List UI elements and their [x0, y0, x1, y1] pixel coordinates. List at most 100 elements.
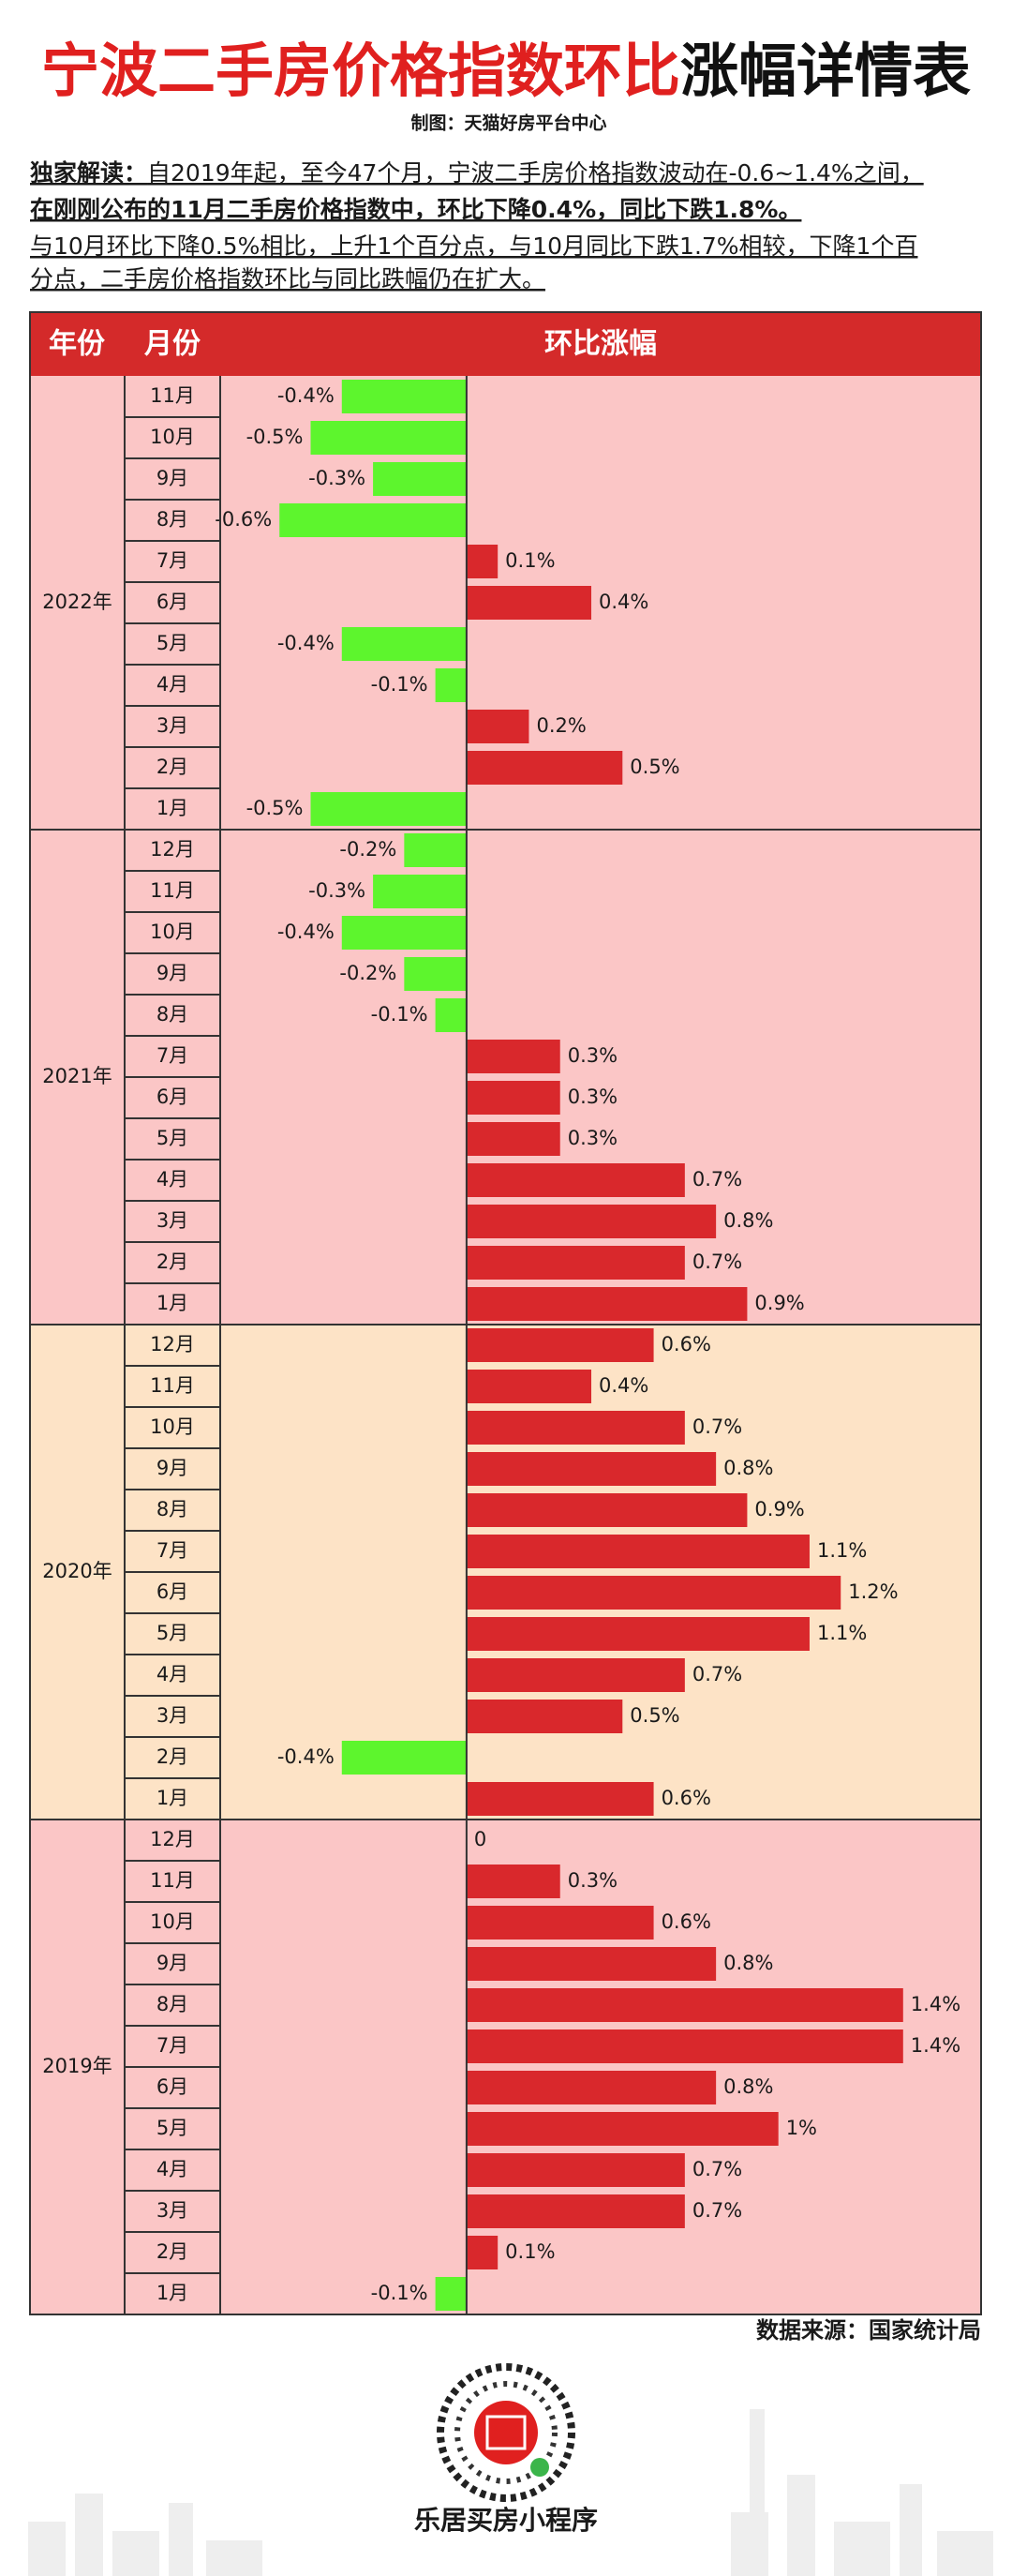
bar — [341, 1741, 467, 1775]
month-label: 9月 — [156, 1952, 188, 1974]
bar — [466, 1452, 717, 1486]
bar — [466, 1493, 748, 1527]
bar — [341, 916, 467, 950]
month-label: 7月 — [156, 2034, 188, 2057]
month-label: 8月 — [156, 508, 188, 531]
skyline — [28, 2409, 993, 2576]
year-label: 2022年 — [42, 591, 112, 613]
commentary-line: 分点，二手房价格指数环比与同比跌幅仍在扩大。 — [30, 265, 545, 292]
bar — [466, 1535, 810, 1568]
value-label: -0.4% — [277, 632, 335, 654]
bar — [466, 2236, 499, 2269]
month-label: 1月 — [156, 1292, 188, 1314]
month-label: 2月 — [156, 1745, 188, 1768]
month-label: 12月 — [150, 1333, 195, 1355]
value-label: 0.8% — [723, 1209, 773, 1232]
bar — [466, 545, 499, 578]
value-label: 0.8% — [723, 1952, 773, 1974]
month-label: 12月 — [150, 1828, 195, 1850]
value-label: 0.4% — [599, 591, 648, 613]
month-label: 10月 — [150, 1415, 195, 1438]
bar — [466, 1040, 560, 1073]
bar — [341, 380, 467, 413]
value-label: 1.1% — [817, 1539, 867, 1562]
value-label: 0.3% — [568, 1086, 618, 1108]
month-label: 12月 — [150, 838, 195, 861]
bar — [466, 2112, 779, 2146]
month-label: 3月 — [156, 2199, 188, 2222]
commentary-line: 独家解读：自2019年起，至今47个月，宁波二手房价格指数波动在-0.6~1.4… — [30, 159, 924, 187]
bar — [466, 1370, 592, 1403]
value-label: -0.6% — [215, 508, 272, 531]
month-label: 8月 — [156, 1003, 188, 1026]
bar — [466, 710, 529, 743]
value-label: 1% — [786, 2117, 817, 2139]
month-label: 6月 — [156, 1086, 188, 1108]
month-label: 3月 — [156, 1704, 188, 1727]
value-label: 0.3% — [568, 1127, 618, 1149]
month-label: 4月 — [156, 673, 188, 696]
month-label: 4月 — [156, 2158, 188, 2180]
bar — [466, 1865, 560, 1898]
bar — [435, 668, 467, 702]
month-label: 1月 — [156, 797, 188, 819]
value-label: 0.3% — [568, 1869, 618, 1892]
value-label: 0.6% — [662, 1333, 711, 1355]
header-year: 年份 — [49, 328, 105, 361]
bar — [466, 1906, 654, 1939]
month-label: 11月 — [150, 1374, 195, 1397]
month-label: 8月 — [156, 1993, 188, 2015]
bar — [466, 586, 592, 620]
header-change: 环比涨幅 — [544, 328, 657, 361]
month-label: 3月 — [156, 1209, 188, 1232]
value-label: 1.4% — [911, 1993, 960, 2015]
bar — [466, 1658, 685, 1692]
bar — [404, 833, 467, 867]
value-label: 0.3% — [568, 1044, 618, 1067]
month-label: 2月 — [156, 756, 188, 778]
value-label: -0.2% — [339, 838, 396, 861]
month-label: 3月 — [156, 714, 188, 737]
month-label: 5月 — [156, 1622, 188, 1644]
value-label: 0.9% — [754, 1498, 804, 1520]
value-label: -0.4% — [277, 384, 335, 407]
value-label: 0.8% — [723, 2075, 773, 2098]
value-label: -0.5% — [246, 426, 304, 448]
value-label: -0.1% — [371, 673, 428, 696]
month-label: 4月 — [156, 1168, 188, 1191]
bar — [466, 1328, 654, 1362]
month-label: 11月 — [150, 879, 195, 902]
value-label: 0.1% — [505, 549, 555, 572]
bar — [466, 1246, 685, 1280]
value-label: 0.5% — [630, 1704, 679, 1727]
bar — [466, 1122, 560, 1156]
value-label: -0.2% — [339, 962, 396, 984]
bar — [466, 2153, 685, 2187]
value-label: -0.1% — [371, 1003, 428, 1026]
bar — [435, 2277, 467, 2311]
bar — [466, 1700, 623, 1733]
month-label: 10月 — [150, 426, 195, 448]
value-label: -0.4% — [277, 921, 335, 943]
value-label: 0.7% — [692, 1663, 742, 1685]
month-label: 9月 — [156, 962, 188, 984]
bar — [466, 2029, 903, 2063]
commentary-line: 与10月环比下降0.5%相比，上升1个百分点，与10月同比下跌1.7%相较，下降… — [30, 232, 917, 260]
value-label: 0.4% — [599, 1374, 648, 1397]
value-label: -0.1% — [371, 2282, 428, 2304]
value-label: 0.1% — [505, 2240, 555, 2263]
value-label: 1.4% — [911, 2034, 960, 2057]
value-label: 0.6% — [662, 1910, 711, 1933]
value-label: 0.7% — [692, 2199, 742, 2222]
month-label: 10月 — [150, 1910, 195, 1933]
bar — [466, 1947, 717, 1981]
month-label: 2月 — [156, 2240, 188, 2263]
bar — [435, 998, 467, 1032]
month-label: 11月 — [150, 384, 195, 407]
month-label: 6月 — [156, 591, 188, 613]
value-label: 0.8% — [723, 1457, 773, 1479]
bar — [310, 792, 467, 826]
value-label: 0.5% — [630, 756, 679, 778]
